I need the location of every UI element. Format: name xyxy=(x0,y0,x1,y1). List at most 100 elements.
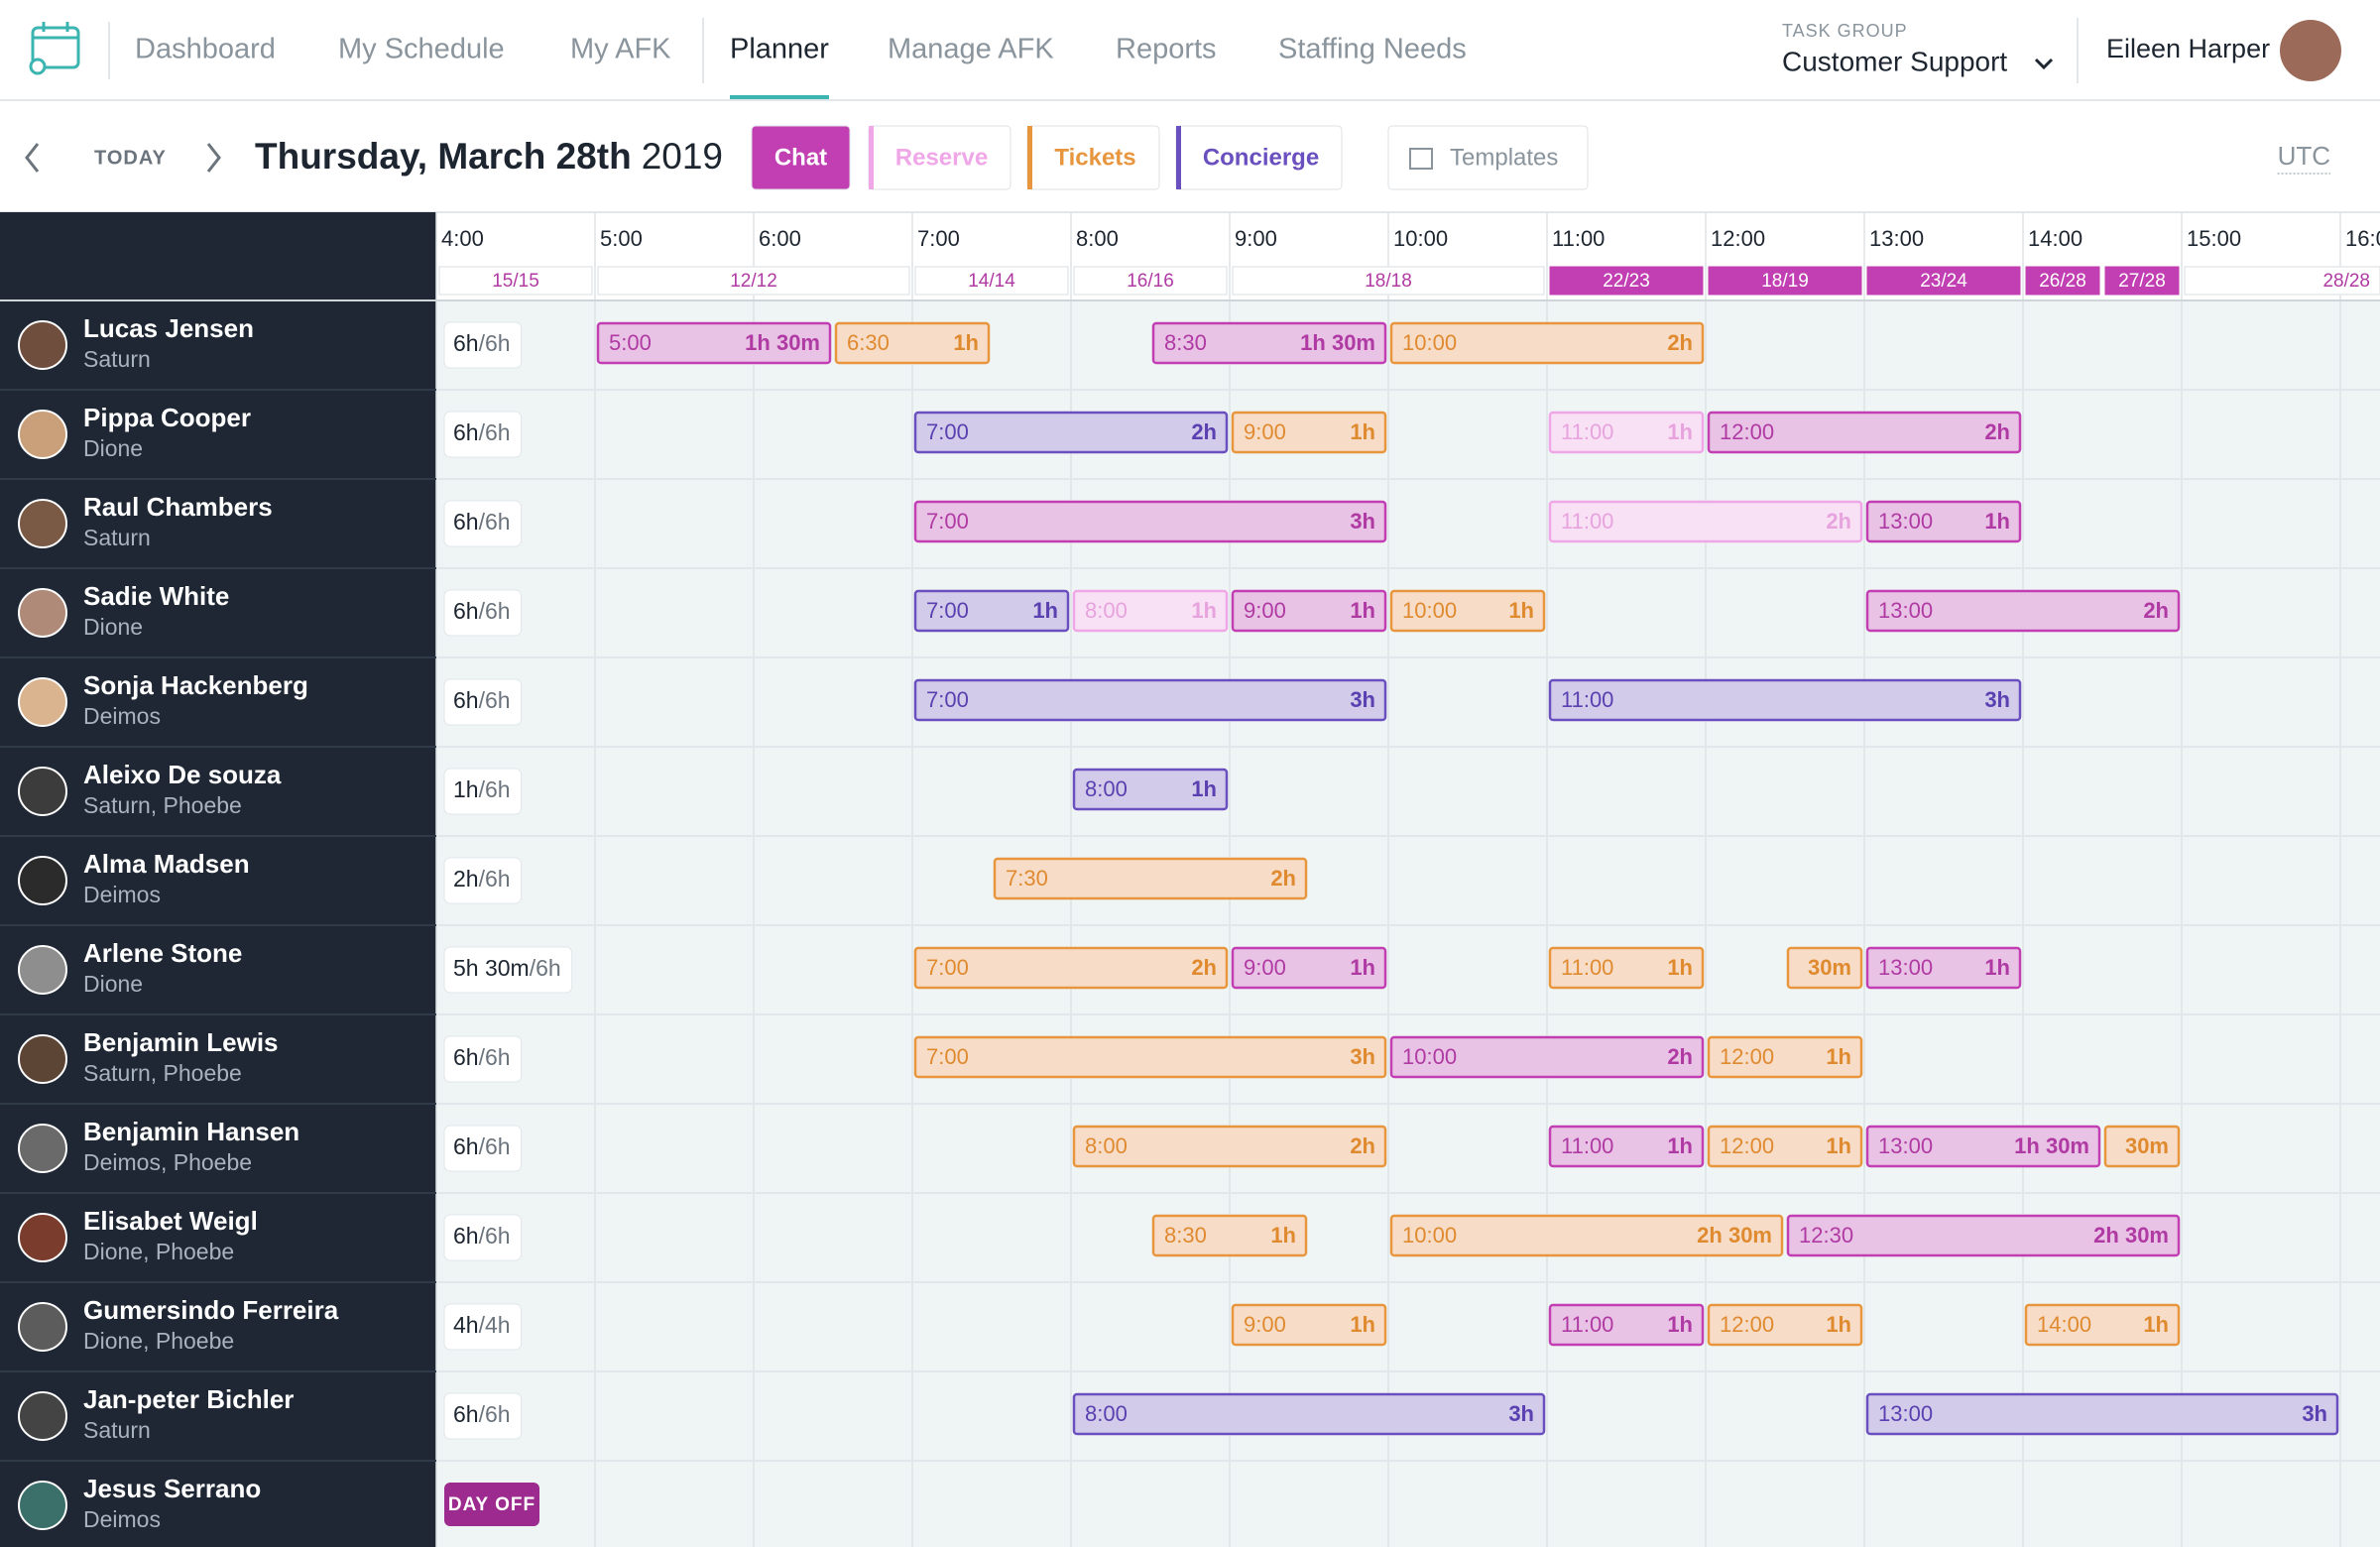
shift-block[interactable]: 9:00 1h xyxy=(1231,589,1387,633)
app-logo[interactable] xyxy=(29,22,80,75)
shift-block[interactable]: 9:00 1h xyxy=(1231,411,1387,454)
shift-duration: 1h xyxy=(1984,955,2010,980)
shift-block[interactable]: 7:00 3h xyxy=(913,678,1387,722)
agent-name[interactable]: Benjamin Lewis xyxy=(83,1027,279,1057)
capacity-label: 22/23 xyxy=(1603,271,1650,292)
agent-name[interactable]: Lucas Jensen xyxy=(83,313,254,343)
shift-block[interactable]: 7:00 3h xyxy=(913,1035,1387,1079)
nav-item[interactable]: My AFK xyxy=(570,34,671,65)
shift-block[interactable]: 10:00 1h xyxy=(1389,589,1546,633)
shift-block[interactable]: 11:00 2h xyxy=(1548,500,1863,543)
nav-item[interactable]: Manage AFK xyxy=(888,34,1054,65)
shift-block[interactable]: 10:00 2h xyxy=(1389,1035,1705,1079)
shift-start: 11:00 xyxy=(1561,1312,1613,1337)
agent-avatar[interactable] xyxy=(18,677,67,727)
shift-block[interactable]: 8:00 1h xyxy=(1072,589,1229,633)
shift-block[interactable]: 13:00 1h xyxy=(1865,946,2022,990)
shift-block[interactable]: 7:30 2h xyxy=(993,857,1308,900)
shift-block[interactable]: 11:00 3h xyxy=(1548,678,2022,722)
shift-block[interactable]: 30m xyxy=(2103,1125,2181,1168)
agent-name[interactable]: Jesus Serrano xyxy=(83,1474,261,1503)
agent-avatar[interactable] xyxy=(18,410,67,459)
shift-block[interactable]: 8:00 2h xyxy=(1072,1125,1387,1168)
shift-block[interactable]: 14:00 1h xyxy=(2024,1303,2181,1347)
nav-item[interactable]: My Schedule xyxy=(338,34,505,65)
agent-name[interactable]: Gumersindo Ferreira xyxy=(83,1295,339,1325)
shift-block[interactable]: 12:00 1h xyxy=(1707,1035,1863,1079)
filter-button[interactable]: Tickets xyxy=(1026,125,1160,190)
agent-avatar[interactable] xyxy=(18,856,67,905)
templates-button[interactable]: Templates xyxy=(1387,125,1589,190)
shift-duration: 1h xyxy=(1984,509,2010,534)
filter-button[interactable]: Chat xyxy=(751,125,851,190)
agent-avatar[interactable] xyxy=(18,1034,67,1084)
agent-name[interactable]: Jan-peter Bichler xyxy=(83,1384,294,1414)
shift-block[interactable]: 13:00 1h xyxy=(1865,500,2022,543)
agent-name[interactable]: Aleixo De souza xyxy=(83,760,282,789)
agent-avatar[interactable] xyxy=(18,320,67,370)
agent-name[interactable]: Raul Chambers xyxy=(83,492,273,522)
agent-avatar[interactable] xyxy=(18,1481,67,1530)
shift-block[interactable]: 30m xyxy=(1786,946,1863,990)
user-avatar[interactable] xyxy=(2280,20,2341,81)
agent-avatar[interactable] xyxy=(18,767,67,816)
shift-block[interactable]: 8:00 3h xyxy=(1072,1392,1546,1436)
agent-avatar[interactable] xyxy=(18,1302,67,1352)
agent-avatar[interactable] xyxy=(18,1124,67,1173)
shift-block[interactable]: 13:00 2h xyxy=(1865,589,2181,633)
shift-block[interactable]: 7:00 2h xyxy=(913,946,1229,990)
nav-item[interactable]: Dashboard xyxy=(135,34,276,65)
agent-name[interactable]: Pippa Cooper xyxy=(83,403,251,432)
agent-avatar[interactable] xyxy=(18,1391,67,1441)
agent-name[interactable]: Alma Madsen xyxy=(83,849,250,879)
shift-block[interactable]: 12:00 2h xyxy=(1707,411,2022,454)
agent-avatar[interactable] xyxy=(18,945,67,995)
dropdown-caret[interactable] xyxy=(2034,58,2054,70)
timezone[interactable]: UTC xyxy=(2278,141,2330,171)
shift-block[interactable]: 8:30 1h 30m xyxy=(1151,321,1387,365)
prev-day[interactable] xyxy=(25,143,40,173)
shift-block[interactable]: 7:00 2h xyxy=(913,411,1229,454)
shift-block[interactable]: 5:00 1h 30m xyxy=(596,321,832,365)
agent-name[interactable]: Sadie White xyxy=(83,581,229,611)
shift-block[interactable]: 13:00 3h xyxy=(1865,1392,2339,1436)
shift-block[interactable]: 7:00 3h xyxy=(913,500,1387,543)
nav-item[interactable]: Planner xyxy=(730,34,829,65)
shift-block[interactable]: 9:00 1h xyxy=(1231,1303,1387,1347)
agent-name[interactable]: Elisabet Weigl xyxy=(83,1206,258,1236)
shift-block[interactable]: 10:00 2h 30m xyxy=(1389,1214,1784,1257)
agent-avatar[interactable] xyxy=(18,499,67,548)
shift-block[interactable]: 10:00 2h xyxy=(1389,321,1705,365)
shift-block[interactable]: 11:00 1h xyxy=(1548,411,1705,454)
year: 2019 xyxy=(642,136,723,177)
next-day[interactable] xyxy=(206,143,221,173)
agent-name[interactable]: Sonja Hackenberg xyxy=(83,670,308,700)
shift-block[interactable]: 12:00 1h xyxy=(1707,1303,1863,1347)
shift-block[interactable]: 11:00 1h xyxy=(1548,1303,1705,1347)
shift-block[interactable]: 12:00 1h xyxy=(1707,1125,1863,1168)
hours-limit: /4h xyxy=(479,1312,511,1338)
shift-duration: 2h xyxy=(1984,419,2010,444)
shift-block[interactable]: 9:00 1h xyxy=(1231,946,1387,990)
agent-name[interactable]: Arlene Stone xyxy=(83,938,242,968)
shift-block[interactable]: 13:00 1h 30m xyxy=(1865,1125,2101,1168)
shift-block[interactable]: 6:30 1h xyxy=(834,321,991,365)
nav-item[interactable]: Reports xyxy=(1116,34,1217,65)
capacity-cell xyxy=(1232,266,1545,296)
filter-button[interactable]: Concierge xyxy=(1175,125,1343,190)
shift-block[interactable]: 8:00 1h xyxy=(1072,768,1229,811)
filter-button[interactable]: Reserve xyxy=(868,125,1012,190)
task-group-value[interactable]: Customer Support xyxy=(1782,46,2007,76)
nav-item[interactable]: Staffing Needs xyxy=(1278,34,1467,65)
shift-block[interactable]: 11:00 1h xyxy=(1548,1125,1705,1168)
shift-block[interactable]: 7:00 1h xyxy=(913,589,1070,633)
hours-badge xyxy=(443,1214,523,1261)
shift-block[interactable]: 8:30 1h xyxy=(1151,1214,1308,1257)
agent-name[interactable]: Benjamin Hansen xyxy=(83,1117,299,1146)
agent-avatar[interactable] xyxy=(18,1213,67,1262)
shift-block[interactable]: 12:30 2h 30m xyxy=(1786,1214,2181,1257)
shift-block[interactable]: 11:00 1h xyxy=(1548,946,1705,990)
today-button[interactable]: TODAY xyxy=(94,147,167,169)
hour-label: 8:00 xyxy=(1076,226,1119,251)
agent-avatar[interactable] xyxy=(18,588,67,638)
